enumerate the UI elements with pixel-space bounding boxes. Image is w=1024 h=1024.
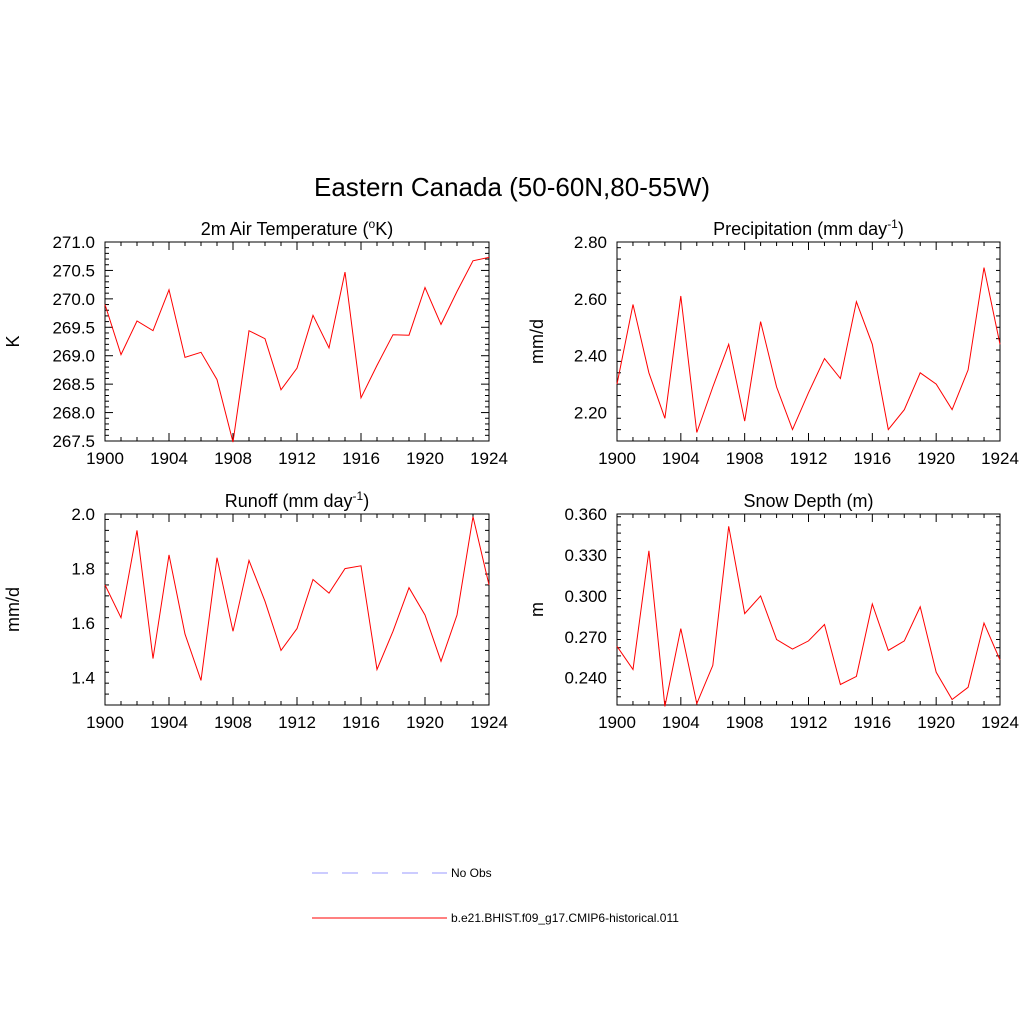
panel-snow-depth: Snow Depth (m) 1900 1904 1908 1912 1916 1920 19… [527,491,1019,732]
plot-frame [616,513,1001,706]
x-tick-label: 1900 [86,713,124,732]
x-tick-label: 1920 [406,449,444,468]
panel-air-temperature: 2m Air Temperature (oK) 1900 1904 1908 1912 1… [3,217,508,468]
panel-title-precipitation: Precipitation (mm day-1) [713,217,904,239]
y-tick-label: 269.5 [52,318,95,337]
legend-label-no-obs: No Obs [451,866,492,880]
panel-runoff: Runoff (mm day-1) 1900 1904 1908 1912 1916 192… [3,489,508,732]
panel-title-air-temperature: 2m Air Temperature (oK) [201,217,393,239]
x-tick-label: 1916 [342,713,380,732]
x-tick-label: 1904 [150,713,188,732]
x-tick-label: 1912 [790,449,828,468]
series-line [104,516,490,681]
y-tick-label: 2.80 [574,233,607,252]
x-tick-label: 1920 [917,713,955,732]
y-tick-label: 2.40 [574,347,607,366]
series-line [104,256,490,443]
x-tick-label: 1900 [86,449,124,468]
x-tick-label: 1908 [214,713,252,732]
y-tick-label: 0.360 [564,505,607,524]
plot-frame [104,241,490,442]
x-tick-label: 1924 [981,713,1019,732]
panel-title-runoff: Runoff (mm day-1) [225,489,369,511]
y-axis-label: mm/d [3,587,23,632]
y-tick-label: 0.270 [564,628,607,647]
y-tick-label: 270.5 [52,261,95,280]
x-tick-label: 1924 [470,713,508,732]
plot-frame [104,513,490,706]
y-axis-label: K [3,335,23,347]
legend-label-model: b.e21.BHIST.f09_g17.CMIP6-historical.011 [451,911,679,925]
series-line [616,526,1001,707]
y-tick-label: 1.4 [71,669,95,688]
x-tick-label: 1908 [214,449,252,468]
y-tick-label: 268.5 [52,375,95,394]
y-tick-label: 268.0 [52,404,95,423]
y-tick-label: 269.0 [52,347,95,366]
legend: No Obs b.e21.BHIST.f09_g17.CMIP6-histori… [312,866,679,925]
x-tick-label: 1912 [278,713,316,732]
y-tick-label: 0.300 [564,587,607,606]
y-tick-label: 0.240 [564,669,607,688]
x-tick-label: 1924 [470,449,508,468]
y-tick-label: 267.5 [52,432,95,451]
x-tick-label: 1924 [981,449,1019,468]
x-tick-label: 1904 [150,449,188,468]
series-line [616,267,1001,433]
x-tick-label: 1920 [406,713,444,732]
x-tick-label: 1900 [598,713,636,732]
y-tick-label: 2.0 [71,505,95,524]
y-tick-label: 1.6 [71,614,95,633]
x-tick-label: 1916 [853,713,891,732]
x-tick-label: 1908 [726,449,764,468]
x-tick-label: 1916 [342,449,380,468]
x-tick-label: 1916 [853,449,891,468]
y-tick-label: 1.8 [71,560,95,579]
x-tick-label: 1912 [278,449,316,468]
x-tick-label: 1900 [598,449,636,468]
y-tick-label: 271.0 [52,233,95,252]
x-tick-label: 1912 [790,713,828,732]
y-tick-label: 0.330 [564,546,607,565]
y-tick-label: 270.0 [52,290,95,309]
x-tick-label: 1904 [662,449,700,468]
x-tick-label: 1920 [917,449,955,468]
panel-precipitation: Precipitation (mm day-1) 1900 1904 1908 1912… [527,217,1019,468]
x-tick-label: 1908 [726,713,764,732]
y-tick-label: 2.60 [574,290,607,309]
x-tick-label: 1904 [662,713,700,732]
y-axis-label: mm/d [527,319,547,364]
y-tick-label: 2.20 [574,404,607,423]
y-axis-label: m [527,602,547,617]
figure-title: Eastern Canada (50-60N,80-55W) [314,172,710,202]
panel-title-snow-depth: Snow Depth (m) [743,491,873,511]
